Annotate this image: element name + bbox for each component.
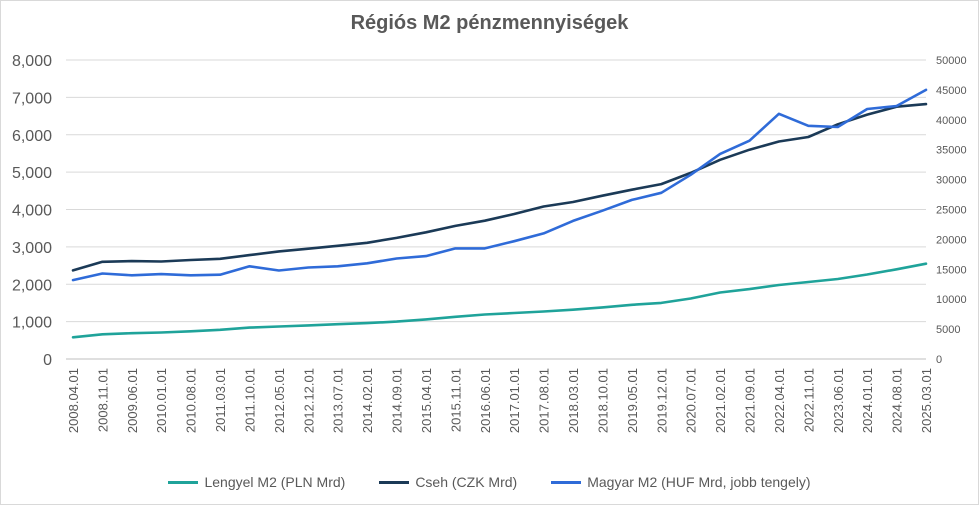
x-tick-label: 2009.06.01 bbox=[125, 368, 140, 433]
x-tick-label: 2025.03.01 bbox=[919, 368, 934, 433]
y-right-tick-label: 0 bbox=[936, 354, 942, 366]
series-lines bbox=[71, 88, 928, 339]
series-line-0 bbox=[71, 262, 928, 339]
x-tick-label: 2010.01.01 bbox=[154, 368, 169, 433]
x-tick-label: 2022.11.01 bbox=[801, 368, 816, 432]
y-right-tick-label: 5000 bbox=[936, 324, 960, 336]
y-right-tick-label: 40000 bbox=[936, 115, 967, 127]
x-tick-label: 2024.08.01 bbox=[890, 368, 905, 433]
x-tick-label: 2008.04.01 bbox=[66, 368, 81, 433]
y-axis-left-ticks: 0 1,000 2,000 3,000 4,000 5,000 6,000 7,000 8,00… bbox=[12, 53, 52, 369]
legend: Lengyel M2 (PLN Mrd) Cseh (CZK Mrd) Magyar… bbox=[0, 470, 979, 494]
chart-title: Régiós M2 pénzmennyiségek bbox=[350, 12, 629, 34]
y-right-tick-label: 50000 bbox=[936, 55, 967, 67]
x-tick-label: 2011.03.01 bbox=[213, 368, 228, 432]
y-right-tick-label: 20000 bbox=[936, 234, 967, 246]
x-axis-ticks: 2008.04.01 2008.11.01 2009.06.01 2010.01.01… bbox=[66, 368, 934, 433]
y-axis-right-ticks: 0 5000 10000 15000 20000 25000 30000 35000 40000… bbox=[936, 55, 967, 366]
series-line-1 bbox=[71, 102, 928, 272]
y-left-tick-label: 5,000 bbox=[12, 165, 52, 182]
x-tick-label: 2021.02.01 bbox=[713, 368, 728, 433]
x-tick-label: 2024.01.01 bbox=[860, 368, 875, 433]
x-tick-label: 2019.12.01 bbox=[654, 368, 669, 433]
legend-item-2: Magyar M2 (HUF Mrd, jobb tengely) bbox=[551, 474, 811, 490]
y-right-tick-label: 45000 bbox=[936, 85, 967, 97]
y-left-tick-label: 4,000 bbox=[12, 203, 52, 220]
legend-label: Magyar M2 (HUF Mrd, jobb tengely) bbox=[587, 474, 811, 490]
y-left-tick-label: 7,000 bbox=[12, 90, 52, 107]
legend-label: Lengyel M2 (PLN Mrd) bbox=[204, 474, 346, 490]
legend-swatch bbox=[168, 480, 199, 484]
legend-label: Cseh (CZK Mrd) bbox=[415, 474, 518, 490]
x-tick-label: 2020.07.01 bbox=[684, 368, 699, 433]
x-tick-label: 2018.03.01 bbox=[566, 368, 581, 433]
legend-swatch bbox=[551, 480, 582, 484]
x-tick-label: 2021.09.01 bbox=[743, 368, 758, 433]
x-tick-label: 2019.05.01 bbox=[625, 368, 640, 433]
y-right-tick-label: 35000 bbox=[936, 145, 967, 157]
x-tick-label: 2010.08.01 bbox=[184, 368, 199, 433]
y-left-tick-label: 3,000 bbox=[12, 240, 52, 257]
y-left-tick-label: 1,000 bbox=[12, 315, 52, 332]
x-tick-label: 2017.01.01 bbox=[507, 368, 522, 433]
legend-swatch bbox=[379, 480, 410, 484]
x-tick-label: 2012.05.01 bbox=[272, 368, 287, 433]
x-tick-label: 2017.08.01 bbox=[537, 368, 552, 433]
x-tick-label: 2012.12.01 bbox=[301, 368, 316, 433]
x-tick-label: 2014.02.01 bbox=[360, 368, 375, 433]
y-left-tick-label: 8,000 bbox=[12, 53, 52, 70]
x-tick-label: 2011.10.01 bbox=[242, 368, 257, 432]
y-right-tick-label: 25000 bbox=[936, 205, 967, 217]
x-tick-label: 2014.09.01 bbox=[390, 368, 405, 433]
y-left-tick-label: 2,000 bbox=[12, 277, 52, 294]
gridlines bbox=[66, 59, 926, 360]
x-tick-label: 2015.04.01 bbox=[419, 368, 434, 433]
x-tick-label: 2013.07.01 bbox=[331, 368, 346, 433]
series-line-2 bbox=[71, 88, 928, 282]
y-left-tick-label: 0 bbox=[43, 352, 52, 369]
y-right-tick-label: 10000 bbox=[936, 294, 967, 306]
x-tick-label: 2022.04.01 bbox=[772, 368, 787, 433]
x-tick-label: 2016.06.01 bbox=[478, 368, 493, 433]
legend-item-0: Lengyel M2 (PLN Mrd) bbox=[168, 474, 345, 490]
legend-item-1: Cseh (CZK Mrd) bbox=[379, 474, 517, 490]
y-right-tick-label: 15000 bbox=[936, 264, 967, 276]
x-tick-label: 2015.11.01 bbox=[448, 368, 463, 432]
x-tick-label: 2018.10.01 bbox=[595, 368, 610, 433]
y-right-tick-label: 30000 bbox=[936, 175, 967, 187]
x-tick-label: 2008.11.01 bbox=[95, 368, 110, 432]
y-left-tick-label: 6,000 bbox=[12, 128, 52, 145]
x-tick-label: 2023.06.01 bbox=[831, 368, 846, 433]
